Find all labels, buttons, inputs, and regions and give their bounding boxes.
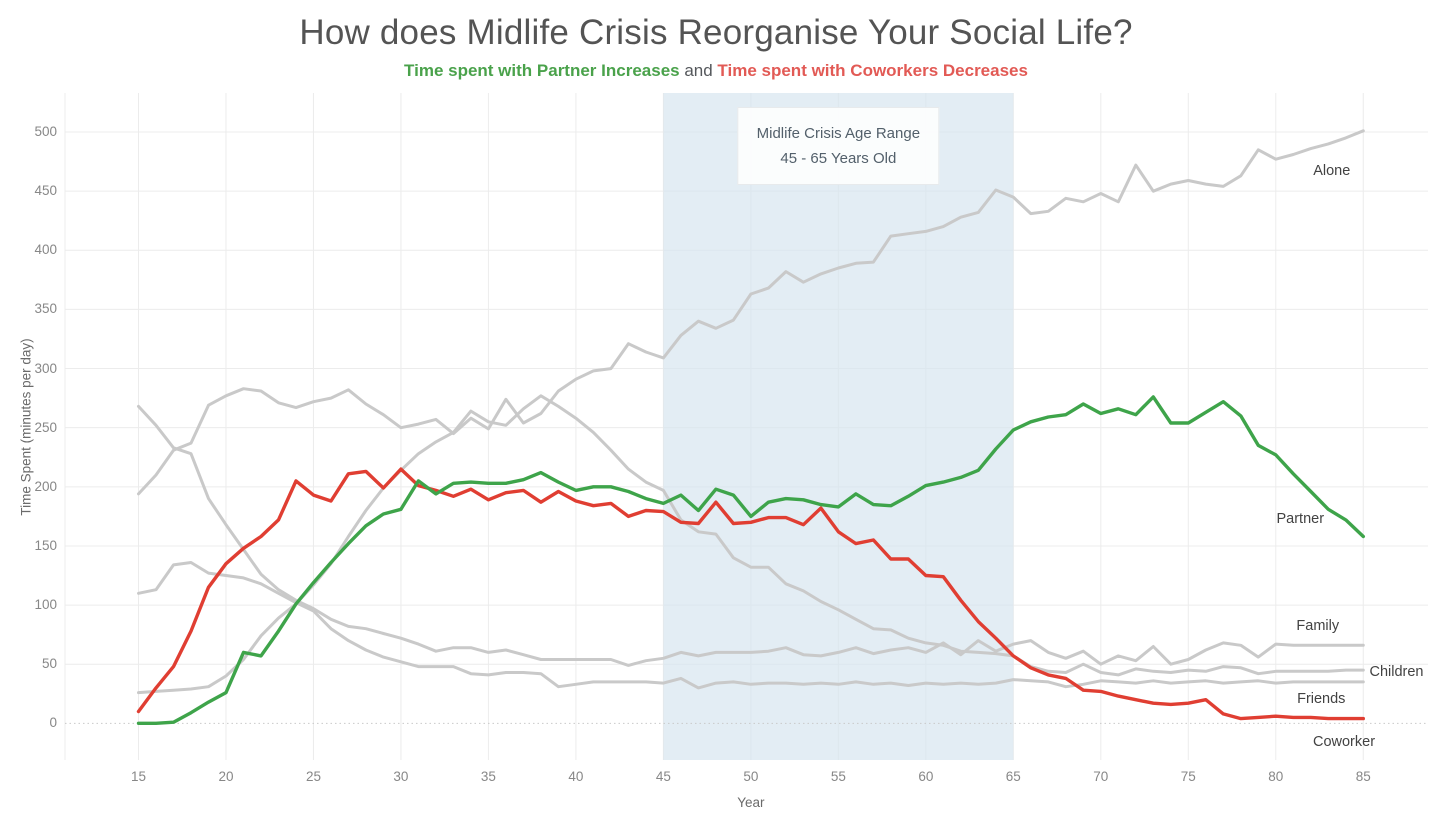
chart-subtitle: Time spent with Partner Increases and Ti… — [0, 61, 1432, 81]
y-tick-label: 50 — [41, 656, 57, 672]
x-tick-label: 85 — [1355, 769, 1371, 784]
subtitle-partner-increase-text: Time spent with Partner Increases — [404, 61, 680, 80]
series-label-partner: Partner — [1276, 510, 1325, 527]
series-label-friends: Friends — [1297, 690, 1346, 707]
series-label-children: Children — [1369, 664, 1424, 681]
y-tick-label: 350 — [34, 301, 57, 317]
annotation-line-2: 45 - 65 Years Old — [780, 150, 897, 167]
y-tick-label: 300 — [34, 360, 57, 376]
series-line-friends[interactable] — [137, 561, 1365, 690]
y-tick-label: 0 — [49, 715, 57, 731]
series-line-children[interactable] — [137, 394, 1365, 695]
x-tick-label: 60 — [918, 769, 934, 784]
midlife-crisis-band — [663, 93, 1014, 760]
x-tick-label: 15 — [130, 769, 146, 784]
x-tick-label: 80 — [1268, 769, 1284, 784]
series-label-family: Family — [1296, 618, 1340, 635]
y-tick-label: 200 — [34, 478, 57, 494]
subtitle-coworker-decrease-text: Time spent with Coworkers Decreases — [717, 61, 1028, 80]
x-tick-label: 50 — [743, 769, 759, 784]
y-tick-label: 400 — [34, 242, 57, 258]
x-axis-title: Year — [737, 795, 765, 810]
x-tick-label: 30 — [393, 769, 409, 784]
y-tick-label: 250 — [34, 419, 57, 435]
x-tick-label: 65 — [1005, 769, 1021, 784]
y-tick-label: 500 — [34, 124, 57, 140]
y-tick-label: 450 — [34, 183, 57, 199]
x-tick-label: 75 — [1180, 769, 1196, 784]
x-tick-label: 25 — [305, 769, 321, 784]
x-tick-label: 40 — [568, 769, 584, 784]
series-line-coworker[interactable] — [136, 467, 1366, 721]
series-line-family[interactable] — [137, 404, 1365, 667]
series-line-partner[interactable] — [136, 395, 1366, 725]
series-label-coworker: Coworker — [1312, 734, 1376, 751]
y-tick-label: 150 — [34, 537, 57, 553]
y-axis-title: Time Spent (minutes per day) — [18, 337, 34, 516]
x-tick-label: 45 — [655, 769, 671, 784]
page-title: How does Midlife Crisis Reorganise Your … — [299, 13, 1133, 52]
x-tick-label: 55 — [830, 769, 846, 784]
annotation-line-1: Midlife Crisis Age Range — [756, 125, 921, 142]
x-tick-label: 20 — [218, 769, 234, 784]
y-tick-label: 100 — [34, 597, 57, 613]
midlife-annotation-box: Midlife Crisis Age Range 45 - 65 Years O… — [737, 107, 940, 185]
x-tick-label: 70 — [1093, 769, 1109, 784]
subtitle-and-text: and — [679, 61, 718, 80]
series-line-alone[interactable] — [137, 129, 1365, 496]
series-label-alone: Alone — [1313, 163, 1351, 180]
x-tick-label: 35 — [480, 769, 496, 784]
